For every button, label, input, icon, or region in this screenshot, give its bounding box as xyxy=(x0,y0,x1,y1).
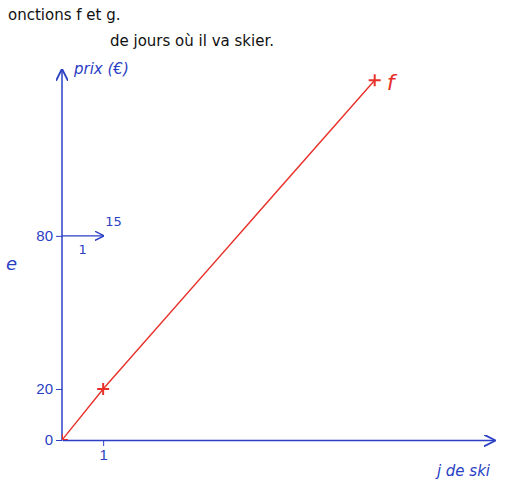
x-axis: 1 xyxy=(63,440,495,463)
y-tick: 80 xyxy=(36,227,62,244)
point-marker xyxy=(369,74,381,86)
line-label: f xyxy=(387,70,398,95)
point-marker xyxy=(62,434,68,440)
x-axis-title: j de ski xyxy=(435,462,491,480)
x-tick-label: 1 xyxy=(99,446,107,463)
y-tick-label: 20 xyxy=(36,380,53,397)
y-tick-label: 80 xyxy=(36,227,53,244)
title: onctions f et g. xyxy=(8,6,120,24)
y-tick-mark xyxy=(56,440,62,441)
x-axis-line xyxy=(63,440,495,442)
y-tick-label: 0 xyxy=(45,431,53,448)
chart: onctions f et g. de jours où il va skier.… xyxy=(0,0,516,486)
y-axis-title: prix (€) xyxy=(73,60,129,78)
y-tick-mark xyxy=(56,389,62,390)
y-tick: 0 xyxy=(45,431,62,448)
annotation: 1 xyxy=(78,242,86,257)
annotation: 15 xyxy=(105,214,122,229)
y-axis-line xyxy=(61,70,63,440)
point-marker xyxy=(97,383,109,395)
plot-area xyxy=(62,74,381,440)
y-axis: 0 20 80 xyxy=(36,70,62,448)
y-tick-mark xyxy=(56,236,62,237)
y-tick: 20 xyxy=(36,380,62,397)
x-tick: 1 xyxy=(99,440,107,463)
annotation: e xyxy=(6,253,17,274)
line xyxy=(62,80,375,440)
slope-arrow xyxy=(62,235,103,236)
labels: f 15 1 e xyxy=(6,70,398,274)
subtitle: de jours où il va skier. xyxy=(110,32,274,50)
